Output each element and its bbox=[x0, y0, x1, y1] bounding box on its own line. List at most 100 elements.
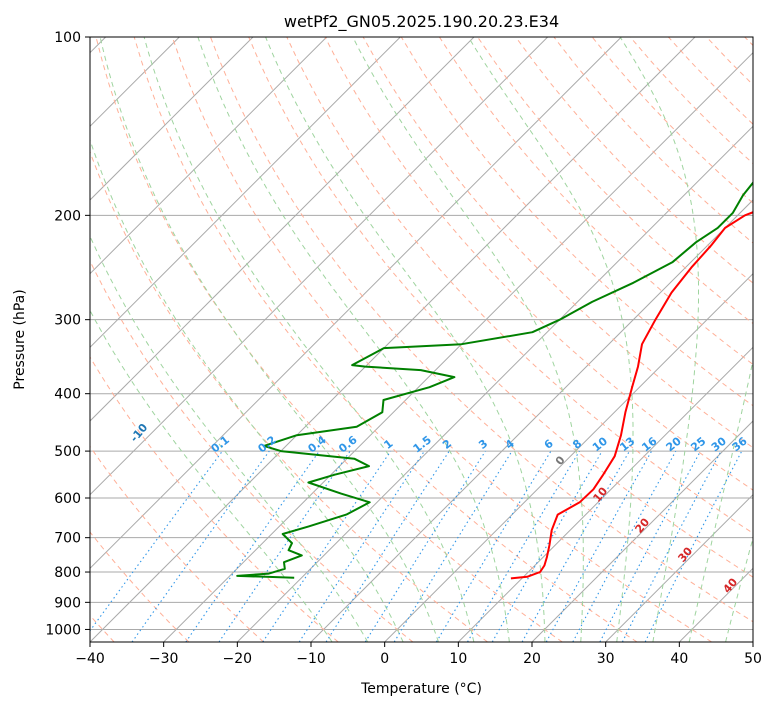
isotherm-line bbox=[163, 51, 753, 642]
moist-adiabat bbox=[619, 37, 699, 642]
mixing-ratio-line bbox=[364, 450, 486, 642]
line-labels: 0.10.20.40.611.52346810131620253036-100-… bbox=[128, 421, 750, 596]
x-tick-label: 30 bbox=[597, 651, 615, 667]
y-tick-label: 200 bbox=[54, 208, 81, 224]
y-tick-label: 500 bbox=[54, 444, 81, 460]
mixing-ratio-line bbox=[131, 450, 270, 642]
isotherm-line bbox=[90, 37, 622, 570]
isotherm-line bbox=[605, 493, 753, 642]
moist-adiabat bbox=[352, 37, 584, 642]
mixing-ratio-line bbox=[298, 450, 425, 642]
moist-adiabat-label: 30 bbox=[675, 544, 695, 564]
isotherm-line bbox=[457, 346, 753, 642]
x-tick-label: −40 bbox=[75, 651, 105, 667]
dry-adiabat bbox=[210, 37, 753, 623]
dry-adiabat bbox=[706, 37, 753, 86]
y-tick-label: 100 bbox=[54, 30, 81, 46]
moist-adiabat-label: 0 bbox=[553, 453, 568, 467]
isotherm-line bbox=[678, 567, 753, 642]
x-tick-label: 40 bbox=[670, 651, 688, 667]
isotherm-line bbox=[90, 37, 475, 422]
moist-adiabat bbox=[90, 235, 369, 642]
mixing-ratio-line bbox=[435, 450, 552, 642]
dry-adiabat bbox=[400, 37, 753, 407]
moist-adiabat bbox=[688, 358, 753, 642]
dry-adiabat bbox=[90, 259, 414, 642]
moist-adiabat bbox=[725, 536, 753, 642]
moist-adiabat-label: 40 bbox=[720, 575, 740, 595]
dry-adiabat bbox=[95, 37, 563, 642]
y-tick-label: 1000 bbox=[45, 622, 81, 638]
isotherm-line bbox=[90, 37, 549, 496]
grid-layer bbox=[90, 37, 753, 642]
isotherm-line bbox=[90, 37, 254, 201]
mixing-ratio-line bbox=[185, 450, 320, 642]
y-axis: 100 200 300 400 500 600 700 800 900 1000 bbox=[45, 30, 90, 638]
dry-adiabat bbox=[90, 150, 488, 642]
dry-adiabats bbox=[90, 37, 753, 642]
y-tick-label: 600 bbox=[54, 491, 81, 507]
mixing-ratio-line bbox=[572, 450, 677, 642]
moist-adiabats bbox=[90, 37, 753, 642]
mixing-ratio-lines bbox=[90, 450, 743, 642]
isotherm-line bbox=[90, 37, 328, 275]
mixing-ratio-label: 2 bbox=[440, 437, 454, 452]
dry-adiabat-label: -10 bbox=[128, 421, 151, 445]
isotherm-line bbox=[90, 37, 696, 642]
dry-adiabat bbox=[90, 356, 339, 642]
x-tick-label: −10 bbox=[296, 651, 326, 667]
moist-adiabat bbox=[143, 37, 475, 642]
mixing-ratio-label: 1.5 bbox=[411, 433, 434, 455]
mixing-ratio-label: 0.4 bbox=[305, 433, 329, 455]
moist-adiabat-label: 20 bbox=[632, 515, 652, 535]
x-tick-label: 20 bbox=[523, 651, 541, 667]
y-tick-label: 900 bbox=[54, 595, 81, 611]
moist-adiabat bbox=[90, 138, 404, 642]
dry-adiabat bbox=[90, 445, 264, 642]
mixing-ratio-label: 0.1 bbox=[209, 433, 232, 455]
profile-lines bbox=[236, 181, 753, 580]
dry-adiabat bbox=[515, 37, 753, 284]
moist-adiabat bbox=[265, 37, 546, 642]
dry-adiabat bbox=[171, 37, 712, 642]
dry-adiabat bbox=[248, 37, 753, 578]
dry-adiabat bbox=[286, 37, 753, 534]
temperature-profile bbox=[510, 211, 753, 580]
mixing-ratio-line bbox=[599, 450, 701, 642]
x-tick-label: 10 bbox=[449, 651, 467, 667]
isotherm-line bbox=[384, 272, 753, 642]
x-tick-label: 0 bbox=[380, 651, 389, 667]
isotherm-line bbox=[752, 641, 753, 642]
isotherm-line bbox=[531, 420, 753, 642]
dry-adiabat bbox=[438, 37, 753, 366]
mixing-ratio-line bbox=[644, 450, 743, 642]
x-tick-label: 50 bbox=[744, 651, 762, 667]
x-tick-label: −20 bbox=[223, 651, 253, 667]
y-tick-label: 700 bbox=[54, 531, 81, 547]
x-axis: −40 −30 −20 −10 0 10 20 30 40 50 bbox=[75, 642, 762, 667]
y-tick-label: 300 bbox=[54, 313, 81, 329]
mixing-ratio-line bbox=[393, 450, 513, 642]
moist-adiabat bbox=[99, 37, 439, 642]
dry-adiabat bbox=[90, 531, 190, 642]
plot-area: 0.10.20.40.611.52346810131620253036-100-… bbox=[90, 37, 753, 642]
y-tick-label: 400 bbox=[54, 387, 81, 403]
plot-frame bbox=[89, 36, 754, 643]
mixing-ratio-label: 0.6 bbox=[336, 433, 360, 455]
dry-adiabat bbox=[133, 37, 638, 642]
x-axis-title: Temperature (°C) bbox=[360, 681, 482, 697]
mixing-ratio-line bbox=[521, 450, 630, 642]
mixing-ratio-line bbox=[90, 450, 223, 632]
dry-adiabat bbox=[553, 37, 753, 244]
mixing-ratio-line bbox=[218, 450, 351, 642]
y-axis-title: Pressure (hPa) bbox=[12, 289, 28, 389]
isotherm-line bbox=[236, 125, 753, 642]
mixing-ratio-line bbox=[325, 450, 450, 642]
mixing-ratio-label: 3 bbox=[476, 437, 490, 452]
isotherm-line bbox=[90, 37, 401, 349]
mixing-ratio-line bbox=[467, 450, 580, 642]
chart-title: wetPf2_GN05.2025.190.20.23.E34 bbox=[284, 12, 559, 32]
mixing-ratio-label: 6 bbox=[542, 437, 556, 452]
dewpoint-profile bbox=[236, 181, 753, 579]
mixing-ratio-label: 0.2 bbox=[255, 433, 278, 455]
